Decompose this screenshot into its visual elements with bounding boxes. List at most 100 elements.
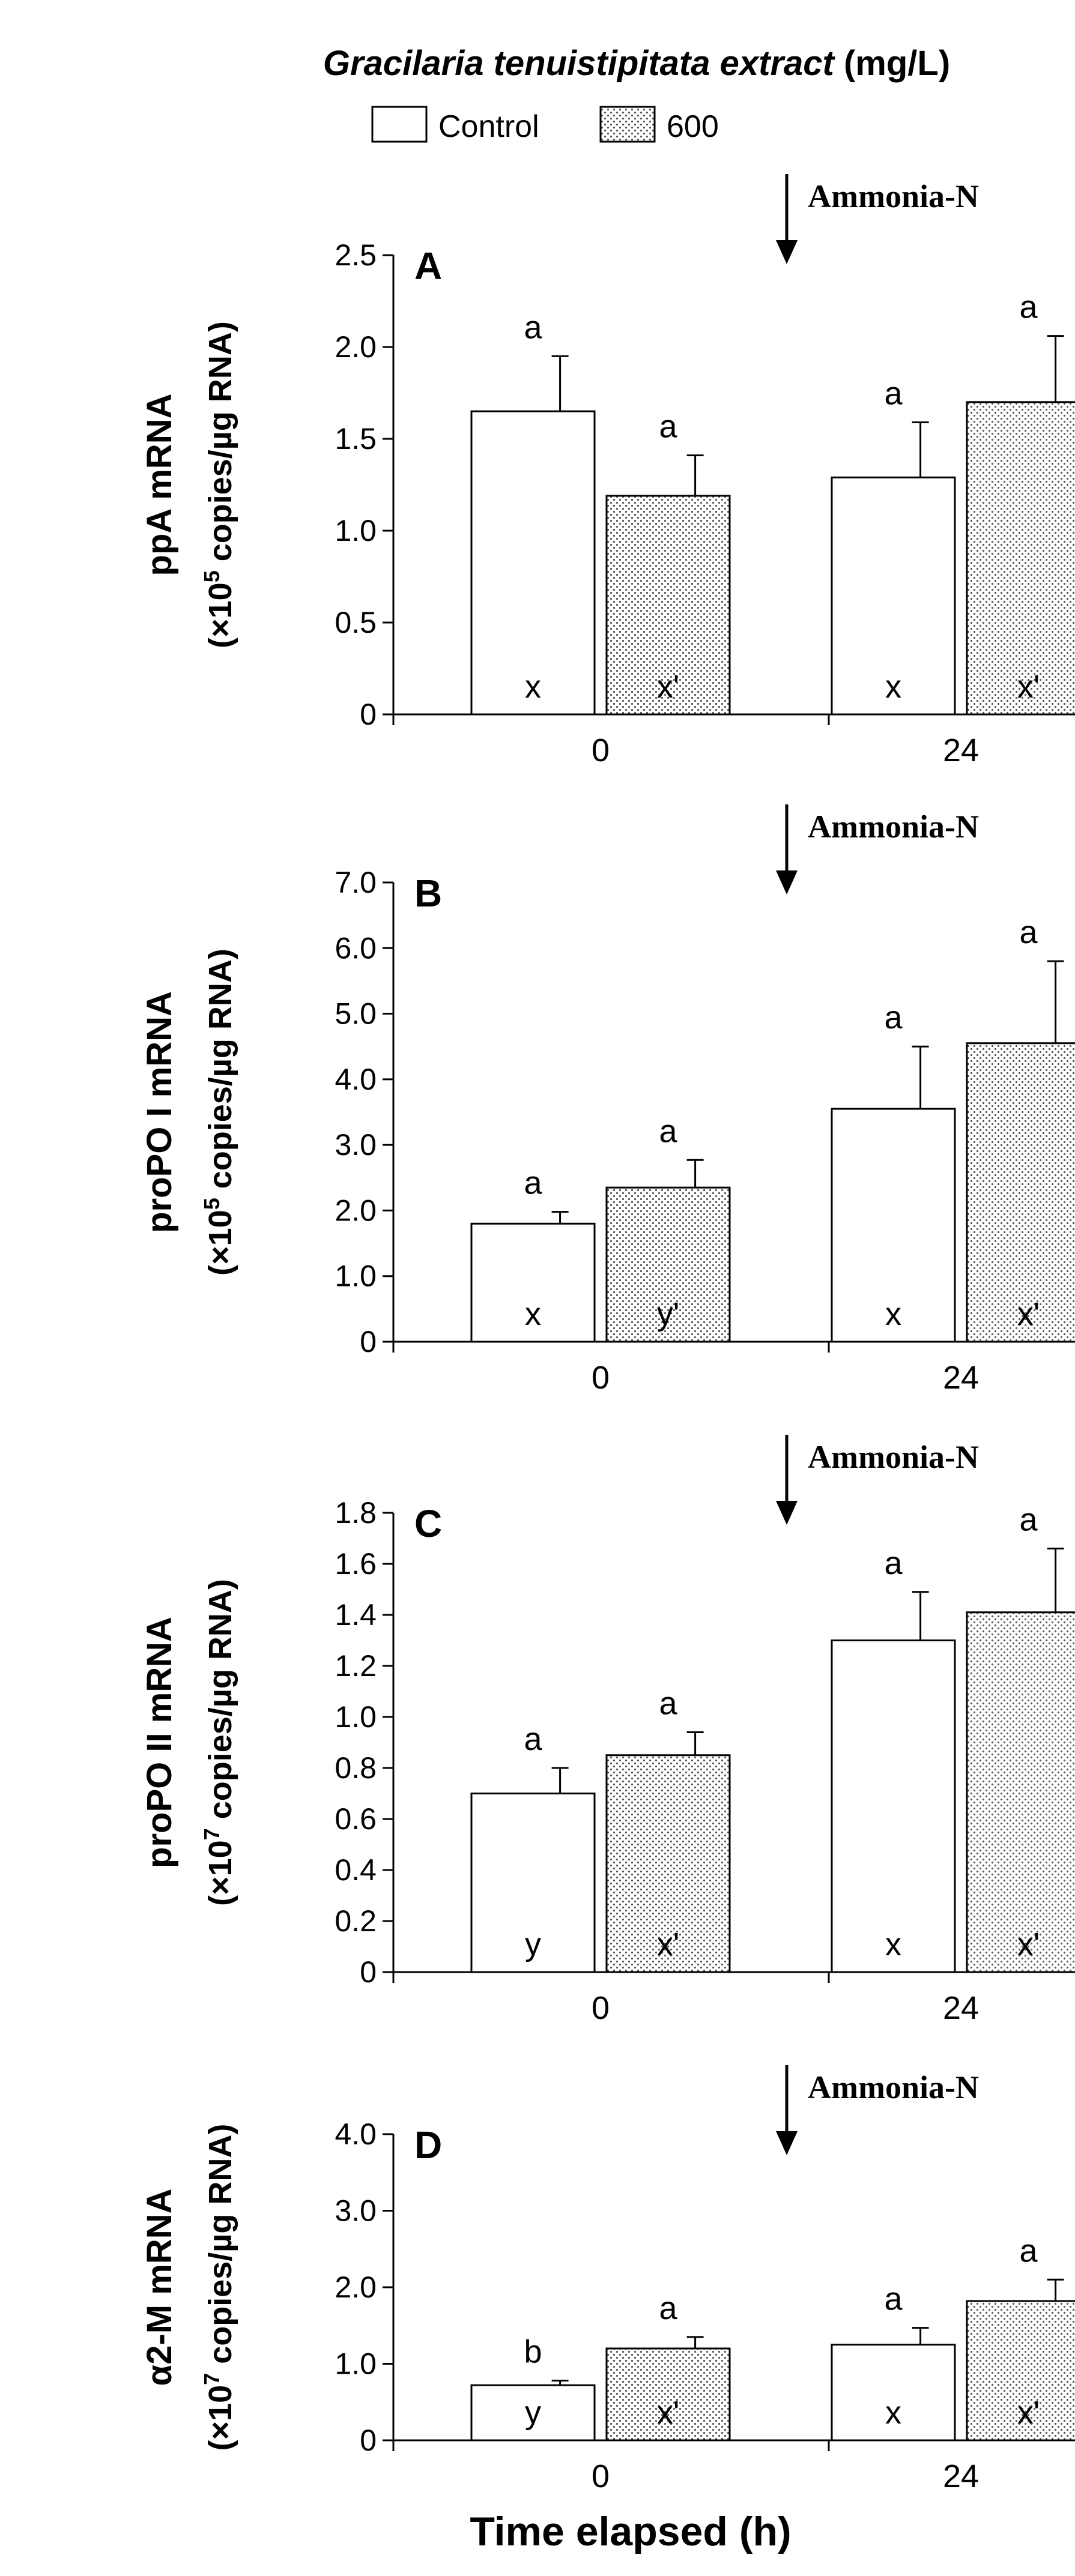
significance-letter: a — [884, 375, 903, 411]
x-category-label: 0 — [592, 732, 610, 768]
significance-letter: a — [1019, 289, 1038, 325]
legend-swatch-control — [371, 106, 428, 143]
y-tick-label: 0 — [360, 2424, 377, 2457]
figure-title-unit: (mg/L) — [834, 44, 950, 83]
x-category-label: 0 — [592, 1990, 610, 2026]
bar-control — [470, 1793, 596, 1973]
bar-control — [831, 1108, 956, 1343]
y-tick-label: 2.0 — [335, 1193, 377, 1227]
y-axis-label-line1: ppA mRNA — [140, 394, 179, 576]
inner-letter: x' — [657, 669, 679, 705]
inner-letter: x' — [657, 2395, 679, 2431]
panel-d: 0 1.0 2.0 3.0 4.0 D Ammonia-N α2-M mRNA (×107 co… — [140, 2065, 1075, 2494]
significance-letter: a — [1019, 2233, 1038, 2269]
x-category-label: 24 — [943, 1990, 979, 2026]
bar-control — [831, 1639, 956, 1973]
y-tick-label: 1.0 — [335, 514, 377, 547]
y-axis-label-line2: (×107 copies/µg RNA) — [199, 1579, 239, 1906]
significance-letter: a — [1019, 914, 1038, 950]
figure-title-species: Gracilaria tenuistipitata extract — [323, 44, 836, 83]
bar-600 — [966, 2300, 1075, 2442]
inner-letter: x — [885, 669, 901, 705]
inner-letter: y — [525, 1926, 541, 1962]
bar-control — [470, 2384, 596, 2442]
significance-letter: a — [659, 1113, 677, 1149]
legend-label-control: Control — [438, 109, 539, 144]
bar-600 — [605, 2347, 731, 2442]
y-tick-label: 1.5 — [335, 422, 377, 456]
x-category-label: 24 — [943, 732, 979, 768]
significance-letter: a — [524, 309, 542, 345]
legend-label-600: 600 — [667, 109, 719, 144]
legend-swatch-600 — [599, 106, 656, 143]
y-tick-label: 7.0 — [335, 866, 377, 899]
inner-letter: x — [525, 1296, 541, 1332]
x-category-label: 0 — [592, 2458, 610, 2494]
inner-letter: x — [885, 1296, 901, 1332]
arrow-head — [776, 870, 798, 894]
y-axis-label-line1: α2-M mRNA — [140, 2189, 179, 2386]
arrow-head — [776, 1501, 798, 1525]
y-tick-label: 0 — [360, 1955, 377, 1989]
y-tick-label: 0.8 — [335, 1751, 377, 1785]
ammonia-annotation: Ammonia-N — [808, 809, 979, 845]
inner-letter: x' — [1017, 1926, 1040, 1962]
significance-letter: b — [524, 2334, 542, 2370]
x-category-label: 24 — [943, 1360, 979, 1396]
bar-600 — [966, 1042, 1075, 1343]
y-axis-label-line1: proPO I mRNA — [140, 991, 179, 1233]
significance-letter: a — [1019, 1502, 1038, 1538]
inner-letter: y — [525, 2395, 541, 2431]
inner-letter: x' — [1017, 1296, 1040, 1332]
x-axis-label: Time elapsed (h) — [470, 2509, 791, 2554]
legend: Control 600 — [371, 106, 719, 144]
inner-letter: x — [885, 2395, 901, 2431]
bar-600 — [966, 1611, 1075, 1973]
bar-control — [831, 476, 956, 716]
y-tick-label: 4.0 — [335, 2117, 377, 2151]
y-tick-label: 0.2 — [335, 1904, 377, 1938]
panel-letter: C — [414, 1502, 442, 1545]
significance-letter: a — [659, 1686, 677, 1722]
y-tick-label: 1.0 — [335, 1700, 377, 1734]
panel-b: 0 1.0 2.0 3.0 4.0 5.0 6.0 7.0 B Ammonia-N proPO I … — [140, 804, 1075, 1396]
inner-letter: x — [885, 1926, 901, 1962]
significance-letter: a — [524, 1165, 542, 1201]
y-axis-label-line2: (×105 copies/µg RNA) — [199, 321, 239, 648]
y-axis-label-line2: (×107 copies/µg RNA) — [199, 2124, 239, 2451]
arrow-head — [776, 240, 798, 264]
y-axis-label-line2: (×105 copies/µg RNA) — [199, 949, 239, 1276]
arrow-head — [776, 2131, 798, 2155]
y-tick-label: 1.0 — [335, 2347, 377, 2381]
x-category-label: 0 — [592, 1360, 610, 1396]
y-tick-label: 3.0 — [335, 1128, 377, 1162]
y-tick-label: 1.8 — [335, 1496, 377, 1530]
y-axis-label-line1: proPO II mRNA — [140, 1617, 179, 1868]
panel-letter: D — [414, 2123, 442, 2167]
bar-600 — [605, 1754, 731, 1973]
ammonia-annotation: Ammonia-N — [808, 178, 979, 214]
significance-letter: a — [524, 1721, 542, 1757]
x-category-label: 24 — [943, 2458, 979, 2494]
inner-letter: x' — [1017, 669, 1040, 705]
significance-letter: a — [884, 1545, 903, 1581]
significance-letter: a — [659, 2290, 677, 2326]
significance-letter: a — [884, 2281, 903, 2317]
y-tick-label: 0 — [360, 1325, 377, 1359]
inner-letter: x' — [1017, 2395, 1040, 2431]
y-tick-label: 2.5 — [335, 238, 377, 272]
panel-c: 0 0.2 0.4 0.6 0.8 1.0 1.2 1.4 1.6 1.8 C Ammonia-N pr… — [140, 1435, 1075, 2026]
bar-control — [831, 2344, 956, 2442]
inner-letter: x' — [657, 1926, 679, 1962]
bar-600 — [966, 401, 1075, 716]
y-tick-label: 2.0 — [335, 330, 377, 364]
y-tick-label: 1.4 — [335, 1598, 377, 1632]
ammonia-annotation: Ammonia-N — [808, 2069, 979, 2105]
significance-letter: a — [659, 409, 677, 445]
y-tick-label: 0.5 — [335, 606, 377, 639]
y-tick-label: 0 — [360, 698, 377, 731]
bar-control — [470, 410, 596, 716]
inner-letter: y' — [657, 1296, 679, 1332]
y-tick-label: 1.2 — [335, 1649, 377, 1683]
